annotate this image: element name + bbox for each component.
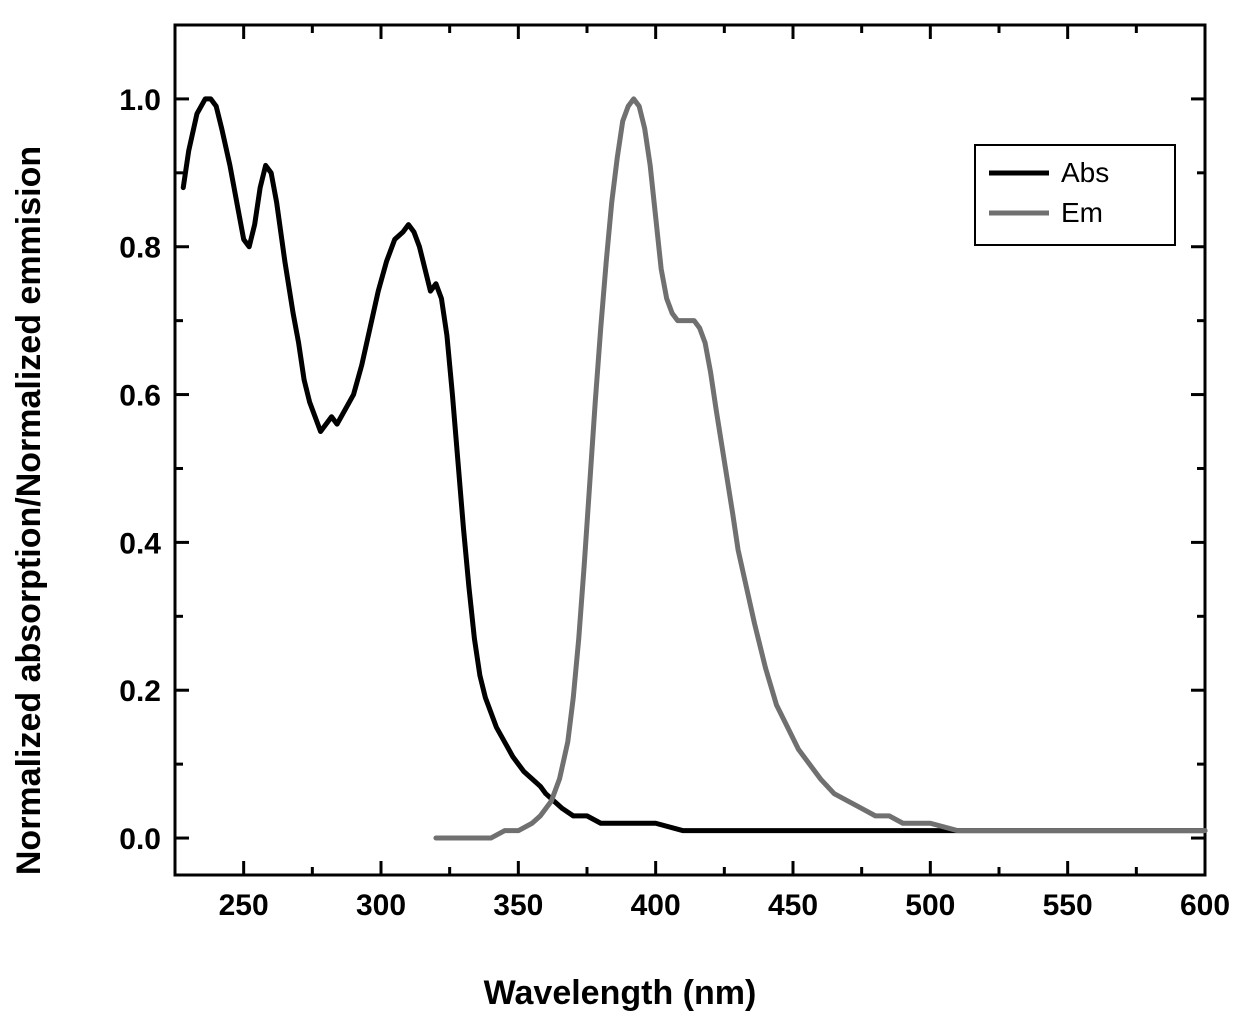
x-axis-label-text: Wavelength (nm) bbox=[484, 974, 757, 1012]
x-tick-label: 350 bbox=[493, 889, 543, 922]
y-tick-label: 0.4 bbox=[119, 527, 161, 560]
x-tick-label: 300 bbox=[356, 889, 406, 922]
y-axis-label: Normalized absorption/Normalized emmisio… bbox=[0, 0, 60, 1021]
x-tick-label: 450 bbox=[768, 889, 818, 922]
y-tick-label: 0.6 bbox=[119, 380, 161, 413]
legend-label: Em bbox=[1061, 197, 1103, 228]
plot-svg: 250 300 350 400 450 500 550 600 0.0 0.2 0.4 0.6 0.8 1… bbox=[70, 5, 1230, 965]
spectrum-figure: Normalized absorption/Normalized emmisio… bbox=[0, 0, 1240, 1021]
y-tick-label: 0.0 bbox=[119, 823, 161, 856]
y-tick-label: 1.0 bbox=[119, 84, 161, 117]
y-axis-label-text: Normalized absorption/Normalized emmisio… bbox=[11, 146, 50, 875]
x-tick-label: 250 bbox=[219, 889, 269, 922]
x-tick-label: 400 bbox=[631, 889, 681, 922]
legend-label: Abs bbox=[1061, 157, 1109, 188]
x-tick-label: 500 bbox=[905, 889, 955, 922]
x-axis-label: Wavelength (nm) bbox=[0, 974, 1240, 1013]
plot-frame bbox=[175, 25, 1205, 875]
series-abs bbox=[183, 99, 1205, 831]
x-tick-label: 550 bbox=[1043, 889, 1093, 922]
y-tick-label: 0.2 bbox=[119, 675, 161, 708]
y-tick-label: 0.8 bbox=[119, 232, 161, 265]
x-tick-label: 600 bbox=[1180, 889, 1230, 922]
